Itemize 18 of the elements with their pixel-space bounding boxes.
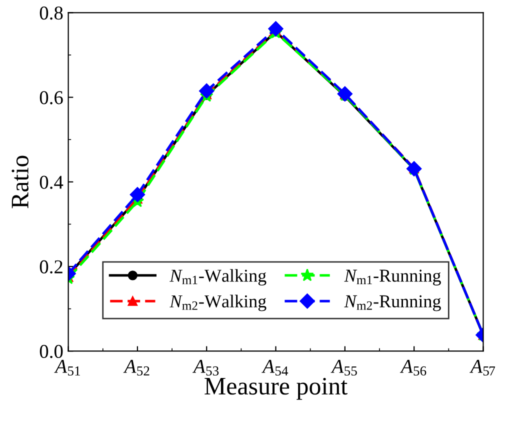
x-tick-label: A$_{57}$ <box>470 360 496 376</box>
x-tick-label: A$_{55}$ <box>330 360 357 376</box>
x-tick-label: A$_{51}$ <box>54 360 80 376</box>
x-axis-title: Measure point <box>204 378 348 400</box>
x-tick-label: A$_{56}$ <box>400 360 426 376</box>
x-tick-label: A$_{52}$ <box>123 360 150 376</box>
x-tick-label: A$_{54}$ <box>262 360 288 376</box>
y-tick-label: 0.2 <box>40 260 62 274</box>
y-tick-label: 0.8 <box>40 6 63 20</box>
x-tick-label: A$_{53}$ <box>192 360 219 376</box>
y-axis-title: Ratio <box>12 156 29 208</box>
y-tick-label: 0.4 <box>40 176 64 189</box>
legend-label: N$_{m1}$-Running <box>344 270 441 286</box>
legend-label: N$_{m1}$-Walking <box>170 269 266 286</box>
y-tick-label: 0.0 <box>40 344 63 358</box>
y-tick-label: 0.6 <box>40 91 63 104</box>
legend-label: N$_{m2}$-Running <box>344 295 441 312</box>
legend-label: N$_{m2}$-Walking <box>170 294 266 312</box>
